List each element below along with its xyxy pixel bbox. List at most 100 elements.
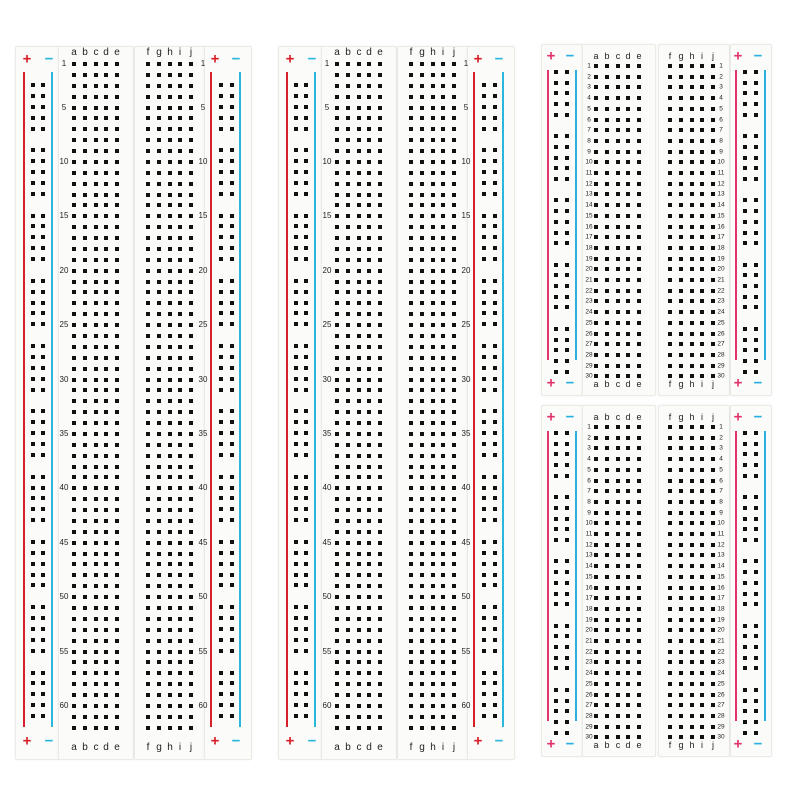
terminal-hole: [357, 377, 361, 382]
terminal-hole: [104, 192, 108, 197]
rail-hole: [31, 474, 35, 479]
rail-hole: [754, 144, 758, 149]
terminal-hole: [616, 639, 620, 643]
terminal-hole: [378, 388, 382, 393]
terminal-hole: [690, 256, 694, 261]
terminal-hole: [700, 331, 704, 336]
row-number: 16: [717, 584, 725, 591]
row-number: 21: [717, 637, 725, 645]
terminal-hole: [409, 486, 413, 491]
rail-hole: [565, 655, 569, 660]
terminal-hole: [626, 446, 630, 451]
terminal-hole: [178, 421, 182, 426]
rail-hole: [41, 278, 45, 283]
terminal-hole: [594, 585, 598, 590]
rail-hole: [743, 452, 747, 457]
terminal-hole: [104, 203, 108, 208]
terminal-hole: [335, 236, 339, 241]
terminal-hole: [115, 181, 119, 186]
rail-hole: [230, 714, 234, 719]
rail-hole: [743, 719, 747, 724]
rail-hole: [743, 559, 747, 564]
terminal-hole: [83, 355, 87, 360]
rail-hole: [41, 452, 45, 457]
rail-hole: [219, 550, 223, 555]
terminal-hole: [690, 446, 694, 451]
terminal-hole: [690, 278, 694, 282]
terminal-hole: [452, 703, 456, 708]
terminal-hole: [83, 399, 87, 404]
terminal-hole: [594, 171, 598, 175]
terminal-hole: [594, 213, 598, 218]
rail-hole: [554, 527, 558, 532]
terminal-hole: [452, 518, 456, 523]
rail-hole: [41, 257, 45, 262]
rail-hole: [554, 431, 558, 435]
rail-hole: [230, 289, 234, 294]
terminal-hole: [378, 149, 382, 154]
terminal-hole: [409, 203, 413, 208]
terminal-hole: [367, 257, 371, 262]
row-number: 55: [198, 646, 208, 656]
terminal-hole: [690, 713, 694, 718]
terminal-hole: [72, 181, 76, 186]
rail-hole: [743, 591, 747, 596]
terminal-hole: [72, 442, 76, 447]
terminal-hole: [94, 627, 98, 632]
row-number: 5: [200, 102, 206, 112]
terminal-hole: [605, 299, 609, 304]
terminal-hole: [104, 312, 108, 317]
terminal-hole: [441, 323, 445, 328]
terminal-hole: [700, 85, 704, 90]
terminal-hole: [679, 574, 683, 579]
terminal-hole: [72, 410, 76, 415]
column-label: i: [701, 51, 703, 61]
terminal-hole: [441, 638, 445, 643]
rail-hole: [304, 420, 308, 425]
terminal-hole: [104, 442, 108, 447]
rail-hole: [493, 572, 497, 577]
rail-hole: [493, 246, 497, 251]
terminal-hole: [616, 735, 620, 740]
terminal-hole: [94, 301, 98, 306]
terminal-hole: [346, 279, 350, 284]
terminal-hole: [616, 224, 620, 229]
terminal-hole: [626, 532, 630, 536]
terminal-hole: [357, 236, 361, 241]
terminal-hole: [357, 366, 361, 371]
column-label: d: [625, 51, 631, 61]
rail-hole: [230, 648, 234, 653]
terminal-hole: [605, 435, 609, 440]
terminal-hole: [115, 149, 119, 154]
terminal-hole: [700, 553, 704, 558]
terminal-hole: [605, 467, 609, 472]
terminal-hole: [626, 256, 630, 261]
terminal-hole: [711, 331, 715, 336]
rail-hole: [41, 311, 45, 316]
terminal-hole: [367, 181, 371, 186]
terminal-hole: [637, 681, 641, 686]
terminal-hole: [146, 475, 150, 480]
terminal-hole: [367, 475, 371, 480]
terminal-hole: [168, 192, 172, 197]
terminal-hole: [594, 681, 598, 686]
terminal-hole: [409, 442, 413, 447]
rail-hole: [754, 91, 758, 96]
row-number: 19: [585, 255, 593, 263]
terminal-hole: [83, 83, 87, 88]
terminal-hole: [335, 508, 339, 513]
rail-hole: [743, 241, 747, 246]
terminal-hole: [679, 639, 683, 643]
rail-hole: [294, 518, 298, 523]
rail-hole: [482, 637, 486, 642]
terminal-hole: [378, 94, 382, 99]
terminal-hole: [72, 301, 76, 306]
terminal-hole: [104, 453, 108, 458]
terminal-hole: [146, 464, 150, 469]
terminal-hole: [420, 334, 424, 338]
terminal-hole: [104, 116, 108, 121]
terminal-hole: [668, 574, 672, 579]
terminal-hole: [367, 693, 371, 698]
rail-hole: [304, 322, 308, 327]
terminal-hole: [431, 344, 435, 349]
